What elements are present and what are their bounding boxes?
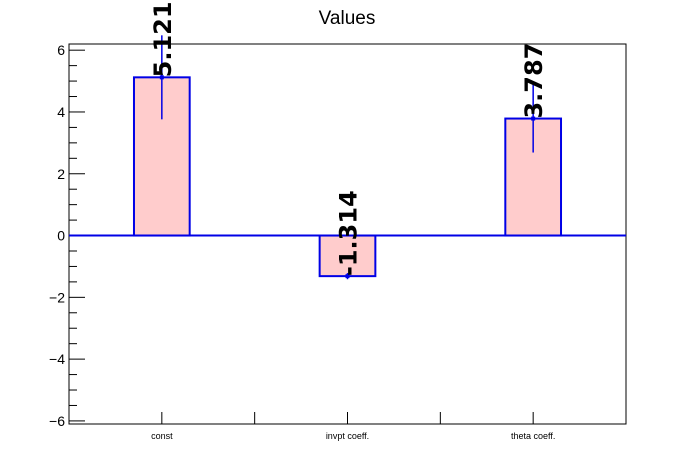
- bar-value-label: 3.787: [520, 43, 548, 119]
- bar-value-label: -1.314: [335, 190, 363, 276]
- y-tick-label: −2: [49, 289, 65, 305]
- error-bar-marker: [159, 75, 164, 80]
- y-tick-label: −6: [49, 413, 65, 429]
- error-bar-marker: [531, 116, 536, 121]
- error-bar-marker: [345, 274, 350, 279]
- y-tick-label: 0: [57, 228, 65, 244]
- y-tick-label: 6: [57, 42, 65, 58]
- chart-title: Values: [319, 8, 376, 29]
- x-category-label: invpt coeff.: [326, 431, 369, 441]
- x-category-label: const: [151, 431, 173, 441]
- error-bars-layer: [159, 35, 536, 280]
- y-tick-label: 4: [57, 104, 65, 120]
- y-tick-label: 2: [57, 166, 65, 182]
- x-axis: const invpt coeff. theta coeff.: [151, 412, 555, 441]
- bar-value-label: 5.121: [149, 1, 177, 77]
- x-category-label: theta coeff.: [511, 431, 555, 441]
- y-tick-label: −4: [49, 351, 65, 367]
- value-labels-layer: 5.121 -1.314 3.787: [149, 1, 548, 276]
